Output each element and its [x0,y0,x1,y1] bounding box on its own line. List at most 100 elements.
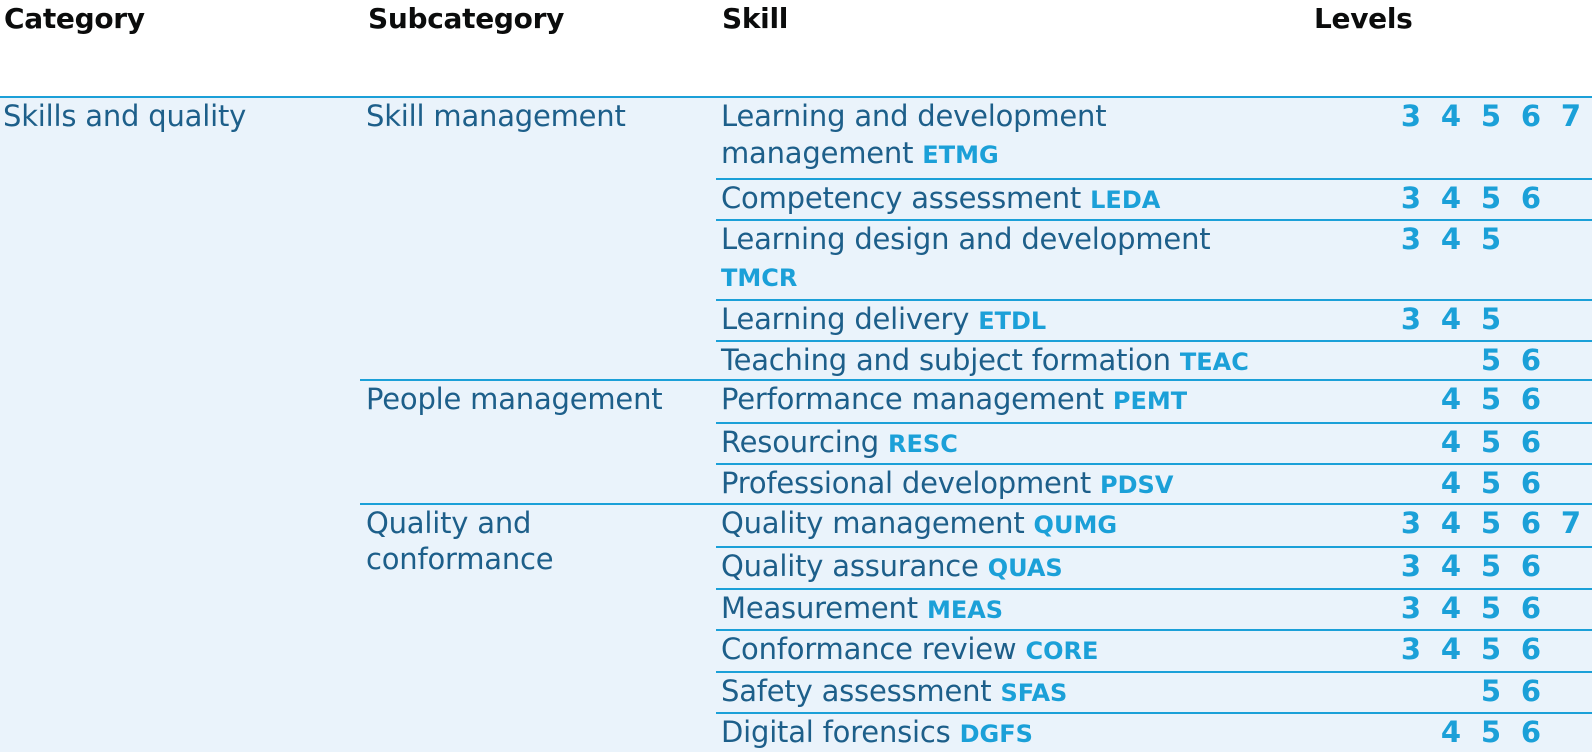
skill-name: Quality assurance [721,549,979,583]
level-7[interactable]: 7 [1560,506,1582,540]
level-5[interactable]: 5 [1480,382,1502,416]
skill-cell: Safety assessment SFAS [721,673,1281,712]
skill-cell: Learning design and development TMCR [721,221,1281,297]
subcategory-cell: Skill management [366,99,626,133]
skill-code[interactable]: ETMG [922,141,999,169]
header-levels: Levels [1314,2,1413,35]
skill-code[interactable]: PDSV [1100,471,1174,499]
level-6[interactable]: 6 [1520,343,1542,377]
skill-name: Safety assessment [721,674,992,708]
skill-code[interactable]: QUMG [1033,511,1118,539]
skill-cell: Learning delivery ETDL [721,301,1281,340]
skill-name: Professional development [721,466,1092,500]
skill-cell: Quality management QUMG [721,505,1281,544]
level-5[interactable]: 5 [1480,222,1502,256]
level-6[interactable]: 6 [1520,549,1542,583]
level-4[interactable]: 4 [1440,99,1462,133]
level-5[interactable]: 5 [1480,181,1502,215]
skill-name: Resourcing [721,425,879,459]
level-3[interactable]: 3 [1400,99,1422,133]
level-5[interactable]: 5 [1480,343,1502,377]
skill-name: Teaching and subject formation [721,343,1171,377]
subcategory-divider [360,503,1592,505]
skill-code[interactable]: QUAS [987,554,1063,582]
level-4[interactable]: 4 [1440,302,1462,336]
level-5[interactable]: 5 [1480,425,1502,459]
level-4[interactable]: 4 [1440,632,1462,666]
skill-code[interactable]: SFAS [1000,679,1068,707]
table-header: Category Subcategory Skill Levels [0,0,1592,96]
skill-cell: Measurement MEAS [721,590,1281,629]
level-6[interactable]: 6 [1520,425,1542,459]
level-4[interactable]: 4 [1440,222,1462,256]
skill-cell: Digital forensics DGFS [721,714,1281,753]
level-7[interactable]: 7 [1560,99,1582,133]
level-4[interactable]: 4 [1440,715,1462,749]
level-4[interactable]: 4 [1440,181,1462,215]
level-5[interactable]: 5 [1480,466,1502,500]
level-5[interactable]: 5 [1480,549,1502,583]
level-4[interactable]: 4 [1440,382,1462,416]
level-6[interactable]: 6 [1520,632,1542,666]
level-6[interactable]: 6 [1520,506,1542,540]
skill-name: Measurement [721,591,918,625]
level-5[interactable]: 5 [1480,99,1502,133]
skill-name: Conformance review [721,632,1017,666]
skill-name: Performance management [721,382,1104,416]
table-row: Learning delivery ETDL 3 4 5 [716,299,1592,340]
skill-cell: Conformance review CORE [721,631,1281,670]
level-4[interactable]: 4 [1440,466,1462,500]
level-5[interactable]: 5 [1480,674,1502,708]
skill-code[interactable]: DGFS [959,720,1033,748]
skill-name: Digital forensics [721,715,951,749]
skill-code[interactable]: CORE [1025,637,1099,665]
skill-code[interactable]: ETDL [978,307,1047,335]
level-6[interactable]: 6 [1520,382,1542,416]
skill-cell: Competency assessment LEDA [721,180,1281,219]
level-3[interactable]: 3 [1400,222,1422,256]
skill-code[interactable]: TEAC [1179,348,1249,376]
skill-code[interactable]: RESC [888,430,958,458]
level-3[interactable]: 3 [1400,632,1422,666]
level-5[interactable]: 5 [1480,715,1502,749]
level-6[interactable]: 6 [1520,181,1542,215]
level-6[interactable]: 6 [1520,99,1542,133]
skill-code[interactable]: PEMT [1112,387,1188,415]
level-3[interactable]: 3 [1400,591,1422,625]
subcategory-divider [360,379,1592,381]
level-4[interactable]: 4 [1440,506,1462,540]
table-row: Quality assurance QUAS 3 4 5 6 [716,546,1592,588]
level-4[interactable]: 4 [1440,591,1462,625]
level-6[interactable]: 6 [1520,466,1542,500]
level-3[interactable]: 3 [1400,302,1422,336]
subcategory-cell: Quality and conformance [366,506,554,576]
level-5[interactable]: 5 [1480,632,1502,666]
table-row: Resourcing RESC 4 5 6 [716,422,1592,463]
level-5[interactable]: 5 [1480,591,1502,625]
table-row: Safety assessment SFAS 5 6 [716,671,1592,712]
table-row: Performance management PEMT 4 5 6 [716,381,1592,422]
level-6[interactable]: 6 [1520,591,1542,625]
level-6[interactable]: 6 [1520,674,1542,708]
level-4[interactable]: 4 [1440,425,1462,459]
level-6[interactable]: 6 [1520,715,1542,749]
level-5[interactable]: 5 [1480,506,1502,540]
level-3[interactable]: 3 [1400,549,1422,583]
level-3[interactable]: 3 [1400,506,1422,540]
level-4[interactable]: 4 [1440,549,1462,583]
skill-code[interactable]: MEAS [926,596,1004,624]
skill-cell: Teaching and subject formation TEAC [721,342,1281,381]
skill-code[interactable]: TMCR [721,264,798,292]
header-category: Category [4,2,145,35]
level-3[interactable]: 3 [1400,181,1422,215]
level-5[interactable]: 5 [1480,302,1502,336]
skill-name: Learning and development management [721,99,1107,170]
skill-cell: Learning and development management ETMG [721,98,1281,174]
skill-code[interactable]: LEDA [1090,186,1161,214]
